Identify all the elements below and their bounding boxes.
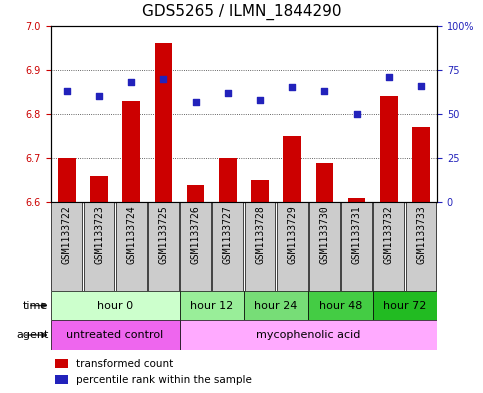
Bar	[122, 101, 140, 202]
Bar	[341, 202, 372, 291]
Bar	[51, 291, 180, 320]
Bar	[180, 320, 437, 350]
Text: GSM1133729: GSM1133729	[287, 205, 297, 264]
Bar	[155, 43, 172, 202]
Bar	[55, 359, 68, 368]
Text: GSM1133731: GSM1133731	[352, 205, 362, 264]
Point	[192, 99, 199, 105]
Point	[159, 75, 167, 82]
Bar	[51, 320, 180, 350]
Bar	[187, 185, 204, 202]
Bar	[315, 163, 333, 202]
Text: GSM1133727: GSM1133727	[223, 205, 233, 264]
Bar	[373, 291, 437, 320]
Bar	[58, 158, 76, 202]
Text: GSM1133724: GSM1133724	[126, 205, 136, 264]
Point	[224, 90, 232, 96]
Text: hour 72: hour 72	[383, 301, 426, 310]
Point	[385, 74, 393, 80]
Point	[256, 97, 264, 103]
Point	[321, 88, 328, 94]
Text: mycophenolic acid: mycophenolic acid	[256, 330, 360, 340]
Text: GSM1133733: GSM1133733	[416, 205, 426, 264]
Text: GSM1133722: GSM1133722	[62, 205, 72, 264]
Text: hour 0: hour 0	[97, 301, 133, 310]
Point	[288, 84, 296, 91]
Point	[417, 83, 425, 89]
Point	[63, 88, 71, 94]
Bar	[284, 136, 301, 202]
Text: GSM1133725: GSM1133725	[158, 205, 169, 264]
Bar	[51, 202, 82, 291]
Text: GSM1133732: GSM1133732	[384, 205, 394, 264]
Bar	[380, 96, 398, 202]
Text: agent: agent	[16, 330, 48, 340]
Bar	[219, 158, 237, 202]
Bar	[213, 202, 243, 291]
Bar	[251, 180, 269, 202]
Point	[353, 111, 360, 117]
Text: hour 12: hour 12	[190, 301, 233, 310]
Text: hour 48: hour 48	[319, 301, 362, 310]
Bar	[90, 176, 108, 202]
Bar	[148, 202, 179, 291]
Bar	[55, 375, 68, 384]
Bar	[116, 202, 147, 291]
Bar	[180, 291, 244, 320]
Text: time: time	[23, 301, 48, 310]
Bar	[309, 202, 340, 291]
Text: untreated control: untreated control	[67, 330, 164, 340]
Bar	[412, 127, 430, 202]
Bar	[373, 202, 404, 291]
Bar	[244, 202, 275, 291]
Text: GSM1133728: GSM1133728	[255, 205, 265, 264]
Bar	[244, 291, 308, 320]
Text: GSM1133730: GSM1133730	[319, 205, 329, 264]
Text: hour 24: hour 24	[255, 301, 298, 310]
Bar	[308, 291, 373, 320]
Bar	[84, 202, 114, 291]
Text: percentile rank within the sample: percentile rank within the sample	[76, 375, 252, 384]
Bar	[348, 198, 366, 202]
Bar	[180, 202, 211, 291]
Text: GSM1133726: GSM1133726	[191, 205, 200, 264]
Point	[128, 79, 135, 85]
Bar	[406, 202, 437, 291]
Text: GSM1133723: GSM1133723	[94, 205, 104, 264]
Bar	[277, 202, 308, 291]
Text: transformed count: transformed count	[76, 358, 173, 369]
Text: GDS5265 / ILMN_1844290: GDS5265 / ILMN_1844290	[142, 4, 341, 20]
Point	[95, 93, 103, 99]
